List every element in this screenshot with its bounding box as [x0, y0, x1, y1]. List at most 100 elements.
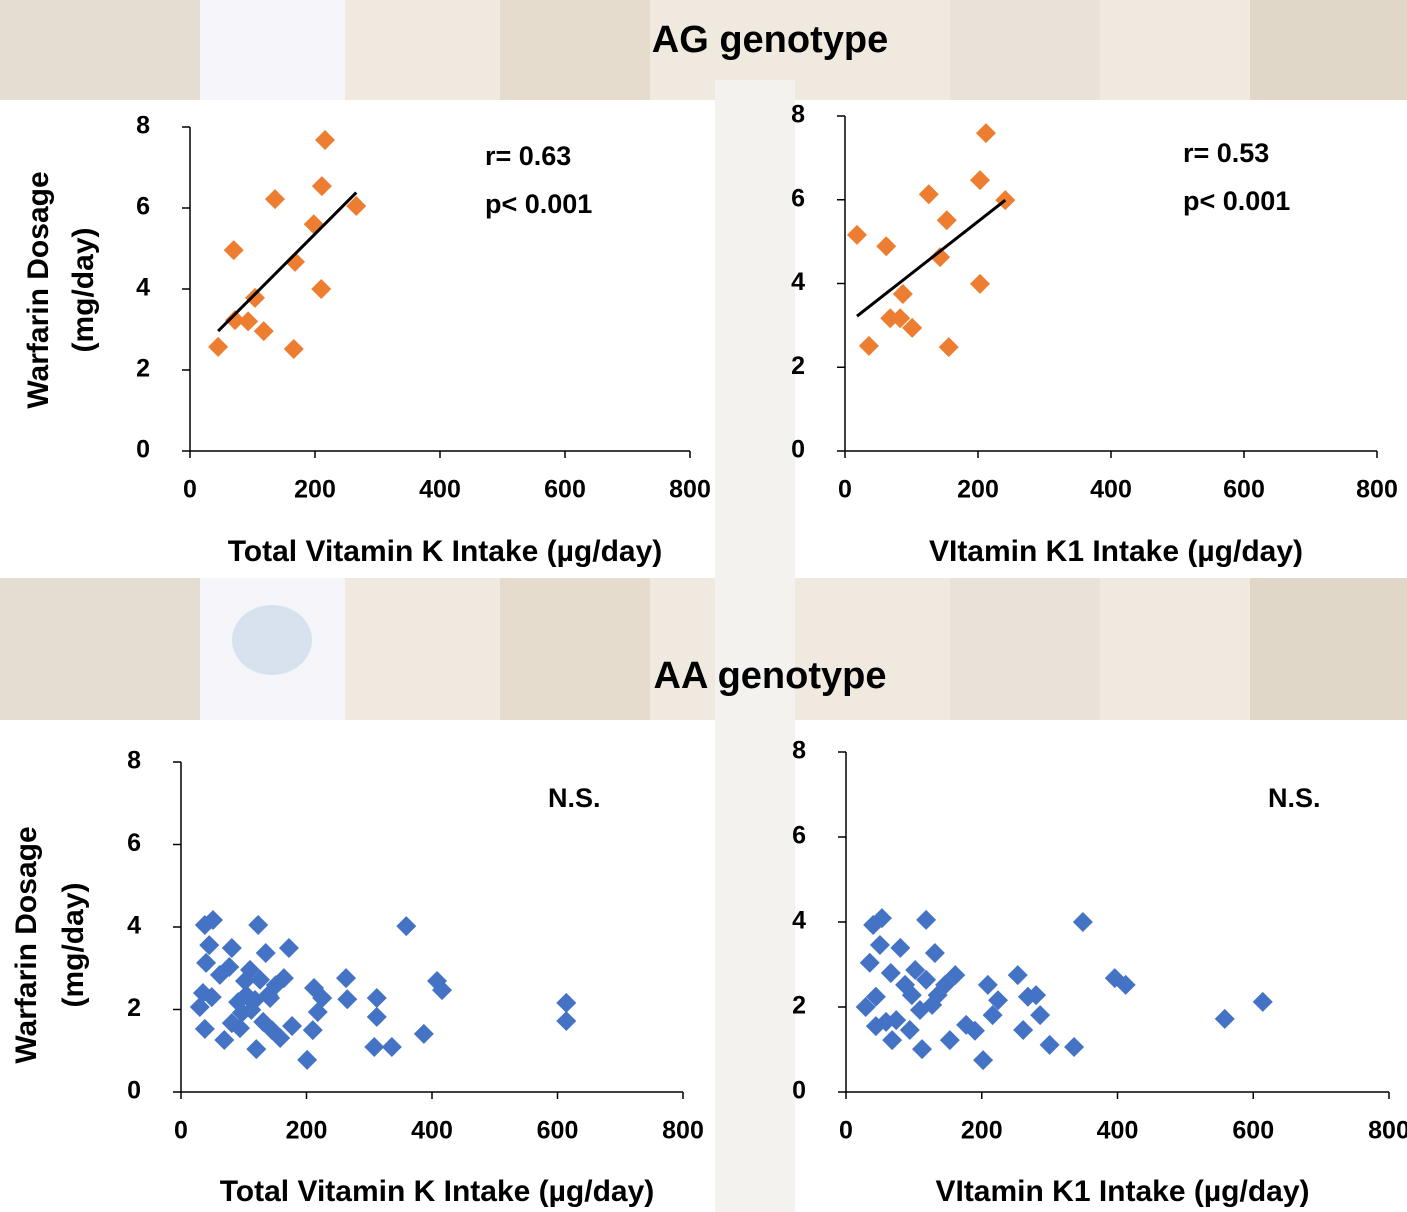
- annotation: r= 0.53: [1183, 138, 1269, 168]
- point: [311, 176, 332, 197]
- y-tick-label: 4: [791, 268, 805, 296]
- point: [208, 336, 229, 357]
- point: [302, 1020, 323, 1041]
- point: [260, 987, 281, 1008]
- y-tick-label: 2: [792, 992, 806, 1020]
- point: [916, 909, 937, 930]
- point: [936, 210, 957, 231]
- point: [964, 1020, 985, 1041]
- point: [283, 338, 304, 359]
- annotation: N.S.: [548, 783, 601, 813]
- x-tick-label: 200: [961, 1117, 1003, 1145]
- y-tick-label: 2: [127, 994, 141, 1022]
- point: [886, 1010, 907, 1031]
- point: [201, 987, 222, 1008]
- point: [189, 997, 210, 1018]
- point: [895, 974, 916, 995]
- scatter-chart: 0 2 4 6 8 0 200 400 600 800 VItamin K1 Intake (µg/…: [791, 101, 1398, 568]
- x-axis-title: Total Vitamin K Intake (µg/day): [220, 1175, 655, 1208]
- x-tick-label: 0: [838, 476, 852, 504]
- point: [899, 1019, 920, 1040]
- point: [918, 184, 939, 205]
- point: [214, 1030, 235, 1051]
- scatter-chart: 0 2 4 6 8 0 200 400 600 800 Total Vitamin K Intake…: [10, 747, 704, 1208]
- point: [1214, 1008, 1235, 1029]
- point: [905, 960, 926, 981]
- x-tick-label: 400: [419, 476, 461, 504]
- y-tick-label: 2: [136, 355, 150, 383]
- point: [228, 992, 249, 1013]
- x-tick-label: 200: [286, 1117, 328, 1145]
- x-axis-title: VItamin K1 Intake (µg/day): [929, 535, 1303, 568]
- point: [229, 1018, 250, 1039]
- x-tick-label: 400: [411, 1117, 453, 1145]
- point: [221, 938, 242, 959]
- point: [225, 310, 245, 331]
- point: [246, 1039, 267, 1060]
- y-tick-label: 0: [791, 436, 805, 464]
- point: [219, 957, 240, 978]
- point: [366, 987, 387, 1008]
- y-axis-title: (mg/day): [67, 227, 100, 352]
- point: [855, 997, 876, 1017]
- point: [265, 189, 285, 210]
- point: [945, 965, 966, 986]
- point: [938, 337, 959, 358]
- trendline: [217, 191, 358, 333]
- point: [413, 1023, 434, 1044]
- annotation: p< 0.001: [485, 189, 592, 219]
- y-tick-label: 0: [136, 436, 150, 464]
- x-tick-label: 800: [1356, 476, 1398, 504]
- point: [1072, 912, 1093, 932]
- annotation: r= 0.63: [485, 141, 571, 171]
- x-tick-label: 0: [839, 1117, 853, 1145]
- point: [221, 1013, 242, 1034]
- point: [924, 943, 945, 964]
- section-heading: AA genotype: [654, 655, 887, 697]
- point: [880, 963, 901, 983]
- point: [988, 990, 1009, 1011]
- point: [196, 952, 217, 973]
- point: [250, 969, 271, 990]
- point: [366, 1006, 387, 1027]
- point: [1013, 1019, 1034, 1040]
- point: [311, 279, 332, 299]
- y-tick-label: 4: [127, 912, 141, 940]
- point: [364, 1037, 385, 1058]
- trendline: [856, 198, 1007, 318]
- point: [859, 952, 880, 973]
- point: [315, 129, 335, 150]
- y-tick-label: 8: [127, 747, 141, 775]
- point: [973, 1050, 994, 1071]
- y-axis-title: (mg/day): [57, 882, 90, 1007]
- point: [882, 1030, 903, 1051]
- point: [902, 317, 923, 338]
- point: [969, 170, 990, 191]
- section-heading: AG genotype: [652, 19, 888, 61]
- annotation: N.S.: [1268, 783, 1321, 813]
- point: [556, 992, 577, 1013]
- point: [285, 251, 305, 272]
- y-tick-label: 6: [136, 193, 150, 221]
- point: [556, 1011, 577, 1032]
- y-axis-title: Warfarin Dosage: [22, 171, 55, 408]
- y-tick-label: 8: [791, 101, 805, 129]
- point: [912, 1039, 933, 1060]
- point: [939, 1030, 960, 1051]
- point: [235, 971, 256, 992]
- y-tick-label: 8: [136, 112, 150, 140]
- point: [223, 240, 244, 261]
- point: [969, 273, 990, 294]
- point: [982, 1005, 1003, 1026]
- x-tick-label: 0: [183, 476, 197, 504]
- point: [1030, 1005, 1051, 1026]
- y-tick-label: 6: [792, 822, 806, 850]
- point: [846, 224, 867, 245]
- point: [199, 935, 220, 956]
- point: [245, 990, 266, 1011]
- point: [203, 909, 224, 930]
- point: [245, 287, 265, 308]
- x-tick-label: 400: [1090, 476, 1132, 504]
- point: [858, 335, 879, 356]
- point: [312, 987, 333, 1008]
